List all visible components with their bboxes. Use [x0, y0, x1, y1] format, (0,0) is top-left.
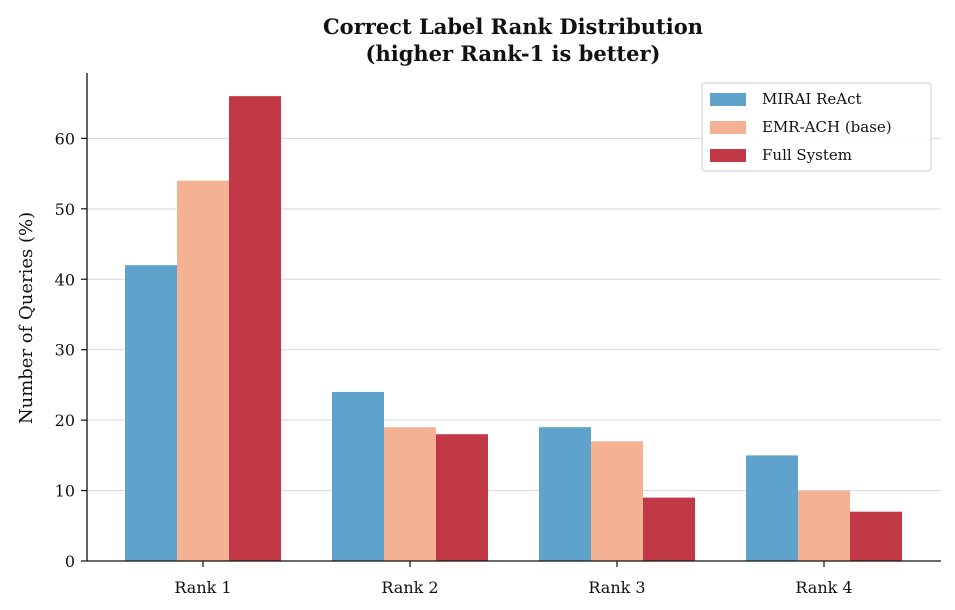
bars [125, 96, 902, 562]
chart-title-line-2: (higher Rank-1 is better) [366, 41, 661, 66]
bar-rank-3-series-1 [539, 427, 591, 561]
y-tick-label-40: 40 [55, 270, 75, 289]
y-tick-label-10: 10 [55, 482, 75, 501]
x-tick-label-3: Rank 3 [588, 578, 645, 597]
bar-rank-2-series-3 [436, 434, 488, 561]
bar-rank-1-series-2 [177, 180, 229, 562]
bar-rank-1-series-3 [229, 96, 281, 561]
bar-rank-1-series-1 [125, 265, 177, 561]
bar-rank-4-series-1 [746, 455, 798, 561]
y-tick-label-50: 50 [55, 200, 75, 219]
bar-rank-4-series-3 [850, 511, 902, 561]
legend-label-2: EMR-ACH (base) [762, 118, 892, 136]
bar-rank-3-series-2 [591, 441, 643, 561]
legend-swatch-1 [710, 93, 746, 106]
legend-label-1: MIRAI ReAct [762, 90, 862, 108]
x-tick-label-4: Rank 4 [795, 578, 852, 597]
legend-frame [701, 82, 932, 172]
y-tick-label-0: 0 [65, 552, 75, 571]
y-tick-label-30: 30 [55, 341, 75, 360]
legend-swatch-3 [710, 149, 746, 162]
y-axis-label: Number of Queries (%) [16, 212, 37, 424]
y-tick-label-20: 20 [55, 411, 75, 430]
bar-rank-3-series-3 [643, 497, 695, 561]
bar-rank-2-series-2 [384, 427, 436, 561]
y-tick-label-60: 60 [55, 129, 75, 148]
legend-swatch-2 [710, 121, 746, 134]
x-tick-label-1: Rank 1 [174, 578, 231, 597]
legend-label-3: Full System [762, 146, 852, 164]
axes: 0 10 20 30 40 50 60 Rank 1 Rank 2 Rank 3 Rank 4 [55, 73, 941, 597]
legend: MIRAI ReAct EMR-ACH (base) Full System [701, 82, 932, 172]
x-tick-label-2: Rank 2 [381, 578, 438, 597]
chart-title-line-1: Correct Label Rank Distribution [323, 14, 703, 39]
bar-rank-2-series-1 [332, 391, 384, 561]
bar-rank-4-series-2 [798, 490, 850, 561]
